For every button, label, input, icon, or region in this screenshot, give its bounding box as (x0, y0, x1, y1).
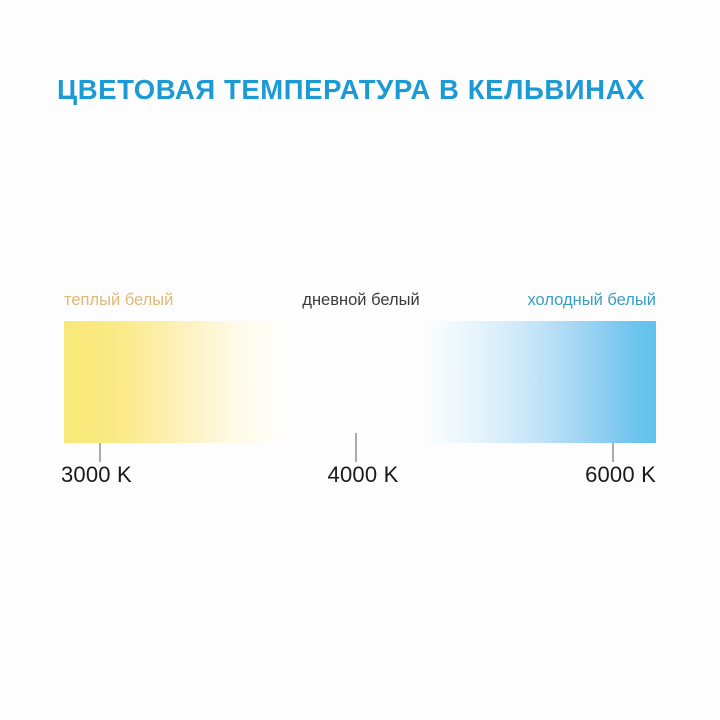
band-label-warm-white: теплый белый (64, 291, 174, 309)
band-label-cool-white: холодный белый (527, 291, 656, 309)
temperature-label-4000k: 4000 K (327, 462, 399, 487)
temperature-label-3000k: 3000 K (61, 462, 132, 487)
tick-mark-4000k (355, 433, 357, 462)
band-label-daylight-white: дневной белый (302, 291, 420, 309)
tick-mark-3000k (99, 443, 101, 462)
gradient-bar-warm-white (64, 321, 288, 443)
tick-mark-6000k (612, 443, 614, 462)
gradient-bar-cool-white (420, 321, 656, 443)
temperature-label-6000k: 6000 K (585, 462, 656, 487)
page-title: ЦВЕТОВАЯ ТЕМПЕРАТУРА В КЕЛЬВИНАХ (57, 74, 646, 105)
